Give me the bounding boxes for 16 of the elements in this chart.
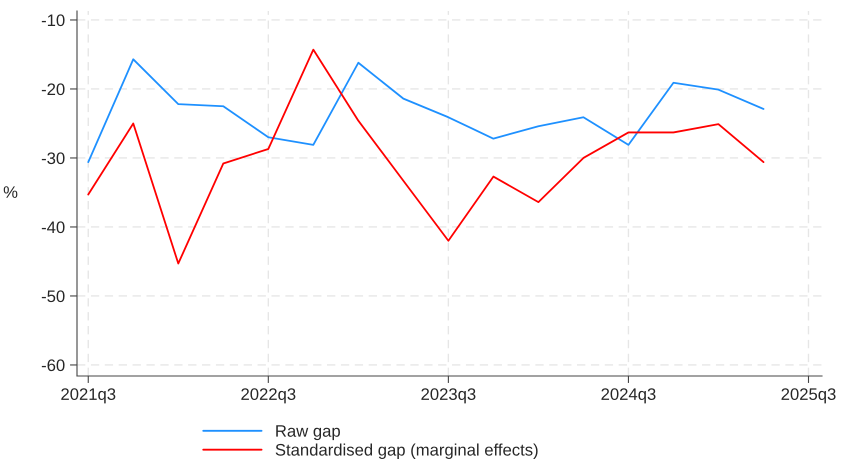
y-tick-label: -60 (42, 359, 65, 372)
y-tick-label: -30 (42, 152, 65, 164)
y-tick-label: -10 (42, 14, 65, 26)
y-tick-label: -40 (42, 221, 65, 234)
y-tick-label: -50 (42, 290, 65, 302)
y-tick-label: -20 (42, 83, 65, 96)
line-series (87, 58, 764, 164)
y-axis-title: % (4, 186, 18, 198)
line-series (87, 48, 764, 264)
legend-label: Standardised gap (marginal effects) (276, 443, 538, 459)
x-tick-label: 2023q3 (421, 388, 476, 404)
x-tick-label: 2025q3 (782, 388, 836, 404)
x-tick-label: 2024q3 (601, 388, 656, 404)
legend-label: Raw gap (276, 425, 340, 440)
x-tick-label: 2021q3 (61, 388, 116, 404)
x-tick-label: 2022q3 (241, 388, 296, 404)
